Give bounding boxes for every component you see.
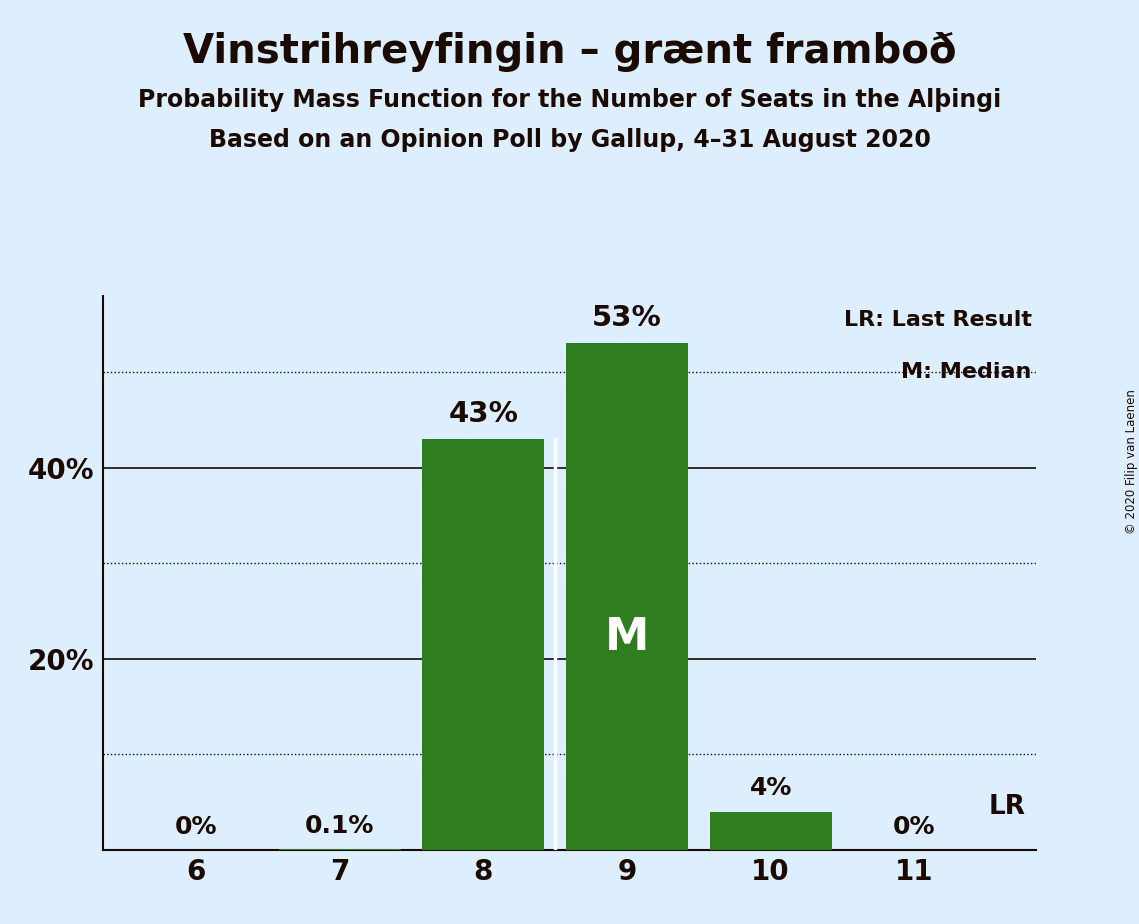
Text: © 2020 Filip van Laenen: © 2020 Filip van Laenen — [1124, 390, 1138, 534]
Text: 0.1%: 0.1% — [305, 814, 375, 838]
Bar — [710, 812, 831, 850]
Text: Probability Mass Function for the Number of Seats in the Alþingi: Probability Mass Function for the Number… — [138, 88, 1001, 112]
Text: 43%: 43% — [449, 399, 518, 428]
Text: M: M — [605, 615, 649, 659]
Text: 53%: 53% — [592, 304, 662, 332]
Text: 0%: 0% — [893, 815, 935, 839]
Text: M: Median: M: Median — [901, 362, 1032, 383]
Text: 4%: 4% — [749, 776, 792, 800]
Text: Based on an Opinion Poll by Gallup, 4–31 August 2020: Based on an Opinion Poll by Gallup, 4–31… — [208, 128, 931, 152]
Text: Vinstrihreyfingin – grænt framboð: Vinstrihreyfingin – grænt framboð — [182, 32, 957, 72]
Bar — [279, 849, 401, 850]
Bar — [566, 344, 688, 850]
Text: LR: Last Result: LR: Last Result — [844, 310, 1032, 330]
Text: LR: LR — [989, 794, 1026, 821]
Text: 0%: 0% — [174, 815, 218, 839]
Bar — [423, 439, 544, 850]
